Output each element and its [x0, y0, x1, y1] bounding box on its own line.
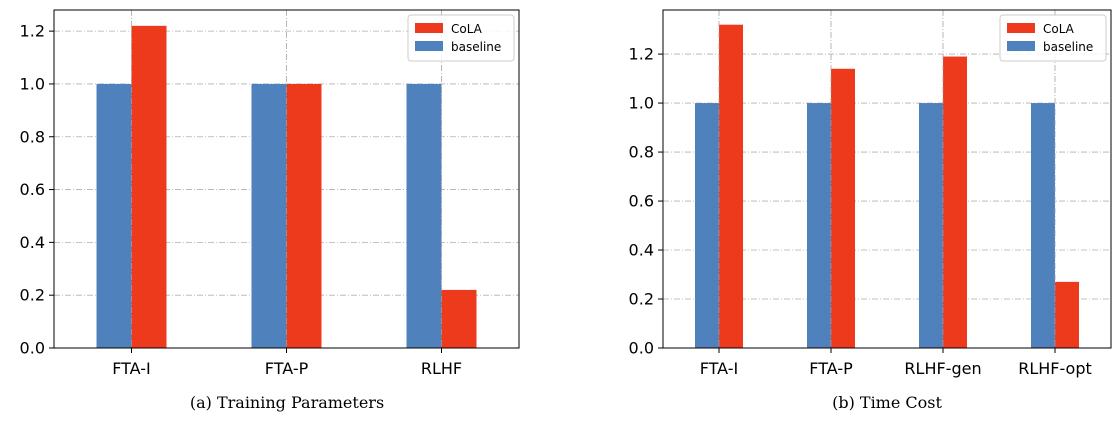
bar-cola-rlhf-opt: [1055, 281, 1079, 348]
bar-cola-fta-p: [286, 83, 322, 348]
x-tick-label: RLHF-opt: [1018, 359, 1092, 378]
bar-cola-fta-p: [831, 68, 855, 349]
bar-baseline-fta-p: [251, 83, 287, 348]
y-tick-label: 0.2: [20, 286, 45, 305]
bar-cola-fta-i: [131, 25, 167, 348]
y-tick-label: 0.4: [629, 241, 654, 260]
y-tick-label: 1.2: [629, 45, 654, 64]
x-tick-label: RLHF: [421, 359, 462, 378]
chart-caption: (b) Time Cost: [832, 393, 942, 412]
bar-baseline-rlhf-gen: [919, 103, 943, 348]
plot-frame: [662, 9, 1112, 349]
legend-label: CoLA: [451, 22, 483, 36]
chart-time-cost: 0.0 0.2 0.4 0.6 0.8 1.0 1.2 FTA-I FTA-P RLHF-gen R…: [629, 9, 1112, 412]
y-tick-label: 1.0: [629, 94, 654, 113]
chart-caption: (a) Training Parameters: [190, 393, 384, 412]
y-tick-label: 0.0: [629, 339, 654, 358]
bar-baseline-rlhf: [406, 83, 442, 348]
y-tick-label: 0.2: [629, 290, 654, 309]
bar-cola-fta-i: [719, 24, 743, 349]
x-tick-label: RLHF-gen: [904, 359, 981, 378]
y-tick-label: 0.0: [20, 339, 45, 358]
y-tick-label: 0.8: [20, 127, 45, 146]
y-tick-label: 0.6: [629, 192, 654, 211]
y-tick-label: 0.4: [20, 233, 45, 252]
bar-baseline-fta-i: [695, 103, 719, 348]
legend-label: baseline: [451, 40, 501, 54]
legend-label: CoLA: [1043, 22, 1075, 36]
legend-label: baseline: [1043, 40, 1093, 54]
bar-baseline-fta-i: [96, 83, 132, 348]
y-tick-label: 1.0: [20, 74, 45, 93]
x-tick-label: FTA-P: [265, 359, 309, 378]
bar-cola-rlhf: [441, 289, 477, 348]
y-tick-label: 0.6: [20, 180, 45, 199]
legend: CoLA baseline: [999, 14, 1107, 62]
y-tick-label: 1.2: [20, 22, 45, 41]
bar-baseline-rlhf-opt: [1031, 103, 1055, 348]
legend: CoLA baseline: [407, 14, 515, 62]
bar-cola-rlhf-gen: [943, 56, 967, 349]
chart-training-parameters: 0.0 0.2 0.4 0.6 0.8 1.0 1.2 FTA-I FTA-P RLHF CoLA b…: [20, 9, 520, 412]
x-tick-label: FTA-P: [809, 359, 853, 378]
x-tick-label: FTA-I: [112, 359, 151, 378]
legend-swatch-baseline: [415, 41, 443, 51]
bar-baseline-fta-p: [807, 103, 831, 348]
y-tick-label: 0.8: [629, 143, 654, 162]
legend-swatch-baseline: [1007, 41, 1035, 51]
plot-frame: [53, 9, 520, 349]
x-tick-label: FTA-I: [700, 359, 739, 378]
legend-swatch-cola: [1007, 23, 1035, 33]
legend-swatch-cola: [415, 23, 443, 33]
